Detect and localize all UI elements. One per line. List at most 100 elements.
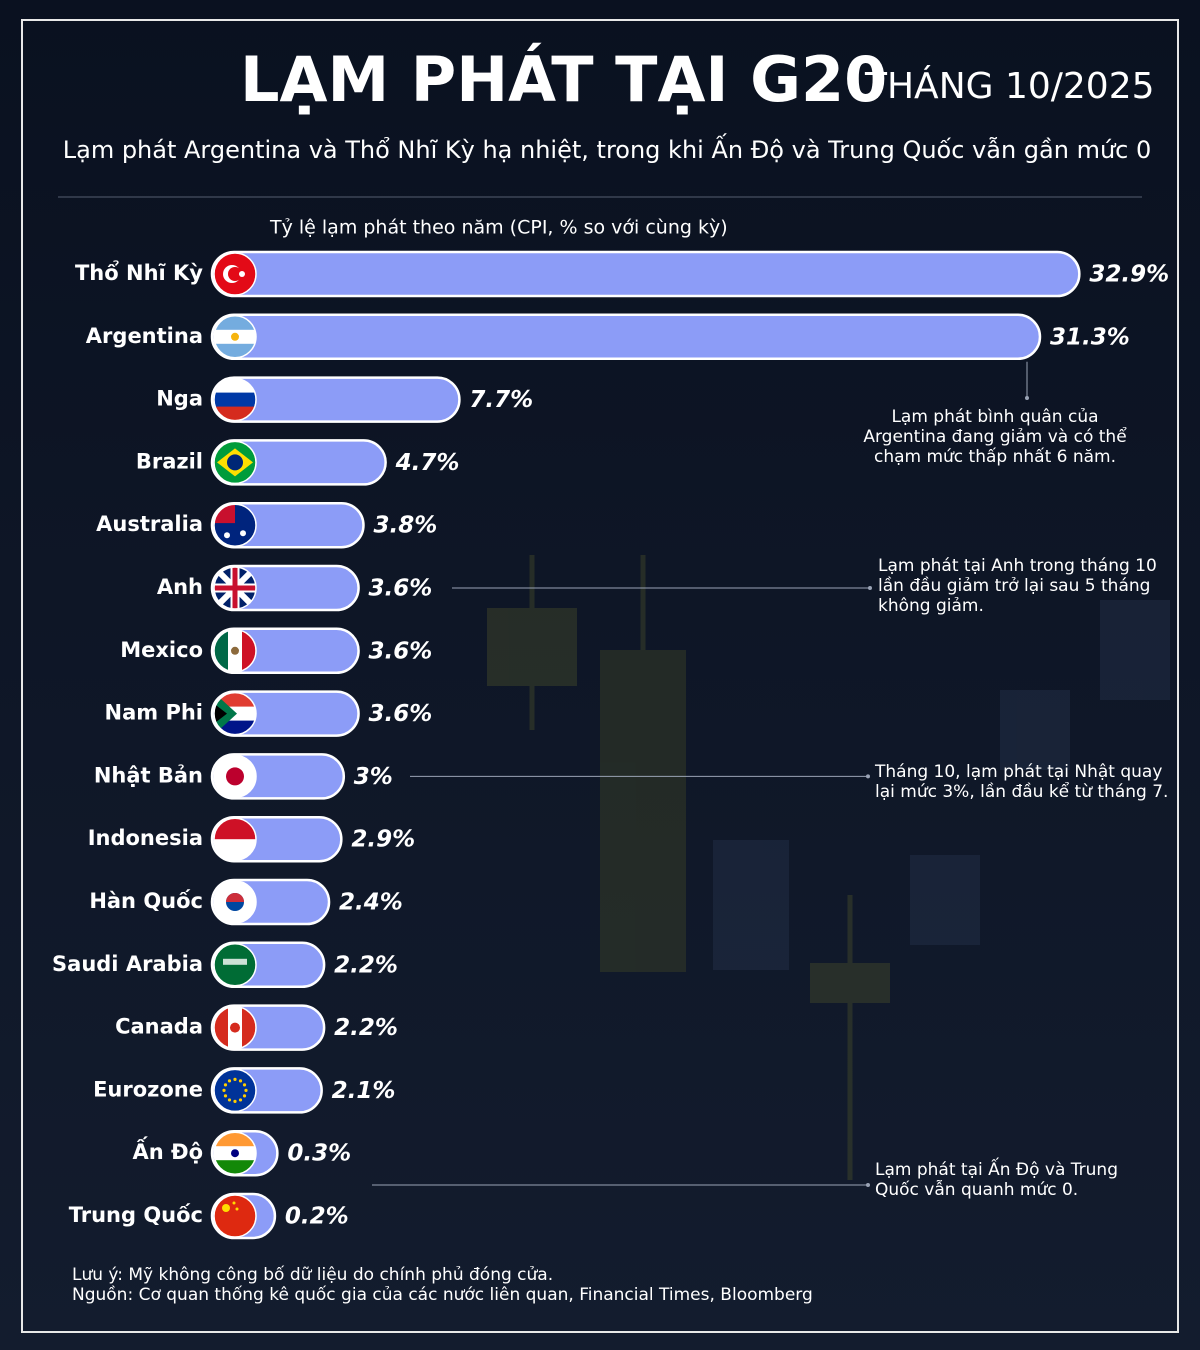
flag	[214, 1069, 256, 1112]
flag-part	[226, 767, 244, 786]
flag-part	[244, 1088, 248, 1092]
value-label: 0.3%	[287, 1141, 351, 1167]
value-label: 2.1%	[332, 1078, 396, 1104]
annotation-dot	[866, 774, 870, 779]
flag-part	[233, 1077, 237, 1081]
flag-border	[213, 440, 257, 485]
value-label: 2.9%	[351, 827, 415, 853]
flag-part	[214, 567, 256, 609]
value-label: 3.6%	[369, 576, 433, 602]
flag-border	[213, 377, 257, 422]
flag-part	[228, 267, 242, 281]
flag	[214, 441, 256, 484]
value-label: 3%	[354, 764, 393, 790]
flag-border	[213, 503, 257, 547]
value-label: 3.8%	[373, 513, 437, 539]
flag-part	[214, 839, 256, 861]
flag-part	[231, 332, 239, 341]
category-label: Canada	[115, 1015, 203, 1039]
flag-part	[240, 530, 246, 537]
flag-part	[223, 958, 247, 965]
flag-border	[213, 1194, 257, 1238]
category-label: Indonesia	[88, 826, 203, 850]
bar	[210, 376, 461, 423]
axis-label: Tỷ lệ lạm phát theo năm (CPI, % so với c…	[269, 217, 728, 239]
annotation: Quốc vẫn quanh mức 0.	[875, 1179, 1078, 1200]
category-label: Nga	[156, 387, 203, 411]
flag-part	[226, 893, 244, 902]
flag-part	[239, 271, 245, 277]
flag-part	[231, 646, 239, 655]
category-label: Ấn Độ	[132, 1136, 203, 1164]
category-label: Nhật Bản	[94, 763, 203, 787]
flag-border	[213, 252, 257, 296]
flag-part	[214, 392, 256, 408]
flag-part	[222, 1204, 230, 1212]
value-label: 2.4%	[339, 890, 403, 916]
value-label: 31.3%	[1050, 324, 1130, 350]
annotation: Tháng 10, lạm phát tại Nhật quay	[874, 762, 1162, 782]
category-label: Eurozone	[93, 1077, 203, 1101]
bar	[210, 250, 1081, 298]
annotation-dot	[868, 586, 872, 590]
flag-border	[213, 1131, 257, 1175]
flag	[214, 504, 256, 547]
category-label: Thổ Nhĩ Kỳ	[75, 260, 203, 285]
flag-part	[223, 1094, 228, 1098]
category-label: Trung Quốc	[69, 1203, 203, 1227]
flag-part	[214, 818, 256, 840]
annotation: Lạm phát tại Anh trong tháng 10	[878, 556, 1157, 576]
category-label: Mexico	[120, 638, 203, 662]
flag-part	[238, 1079, 243, 1083]
annotation: lần đầu giảm trở lại sau 5 tháng	[878, 575, 1150, 596]
annotation: lại mức 3%, lần đầu kể từ tháng 7.	[875, 781, 1168, 802]
value-label: 3.6%	[369, 638, 433, 664]
flag-border	[213, 880, 257, 924]
flag-border	[213, 315, 257, 359]
subtitle: Lạm phát Argentina và Thổ Nhĩ Kỳ hạ nhiệ…	[63, 132, 1152, 164]
flag-border	[213, 629, 257, 673]
chart-title-suffix: THÁNG 10/2025	[864, 65, 1155, 107]
bar	[210, 439, 387, 486]
annotation: không giảm.	[878, 596, 984, 616]
category-label: Anh	[157, 575, 203, 599]
flag	[214, 755, 256, 798]
value-label: 32.9%	[1089, 262, 1169, 288]
flag-part	[214, 703, 227, 724]
flag-part	[222, 1088, 226, 1092]
flag-part	[227, 1098, 232, 1102]
category-label: Argentina	[86, 324, 203, 348]
flag-part	[242, 1083, 247, 1087]
annotation-dot	[866, 1183, 870, 1187]
flag-part	[231, 1149, 239, 1158]
flag	[214, 818, 256, 861]
annotation: Lạm phát bình quân của	[891, 407, 1098, 427]
flag	[214, 881, 256, 923]
flag-border	[213, 943, 257, 987]
flag	[214, 1195, 256, 1237]
flag-part	[227, 454, 243, 471]
annotation: chạm mức thấp nhất 6 năm.	[874, 446, 1116, 467]
chart-title: LẠM PHÁT TẠI G20	[240, 43, 887, 116]
flag-part	[233, 1099, 237, 1103]
value-label: 2.2%	[334, 1015, 398, 1041]
flag-part	[223, 1083, 228, 1087]
flag-border	[213, 817, 257, 861]
value-label: 2.2%	[334, 952, 398, 978]
flag-part	[224, 532, 230, 539]
flag-part	[230, 1022, 240, 1033]
flag-border	[213, 754, 257, 799]
annotation: Lạm phát tại Ấn Độ và Trung	[875, 1156, 1118, 1180]
category-label: Nam Phi	[105, 701, 203, 725]
value-label: 4.7%	[395, 450, 460, 476]
flag-border	[213, 1068, 257, 1113]
flag-part	[238, 1098, 243, 1102]
source: Nguồn: Cơ quan thống kê quốc gia của các…	[72, 1284, 813, 1305]
flag-part	[242, 1094, 247, 1098]
category-label: Australia	[96, 512, 203, 536]
flag	[214, 567, 256, 609]
category-label: Hàn Quốc	[89, 889, 203, 913]
value-label: 7.7%	[469, 387, 533, 413]
